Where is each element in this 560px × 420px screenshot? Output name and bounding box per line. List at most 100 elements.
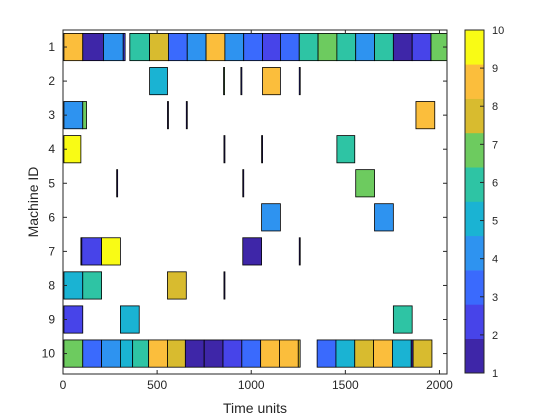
task-bar-m10-68 <box>354 339 374 368</box>
task-bar-m10-64 <box>279 339 299 368</box>
colorbar-tick-label-3: 3 <box>492 292 498 304</box>
task-bar-m1-15 <box>336 33 357 62</box>
colorbar-segment-4 <box>465 235 484 271</box>
task-bar-m8-46 <box>82 271 102 300</box>
task-bar-m10-55 <box>120 339 134 368</box>
y-tick-label-8: 8 <box>48 278 55 292</box>
colorbar-tick-label-9: 9 <box>492 63 498 75</box>
task-bar-m4-33 <box>261 135 263 164</box>
task-bar-m10-63 <box>260 339 280 368</box>
task-bar-m8-47 <box>167 271 187 300</box>
colorbar-frame <box>464 29 485 374</box>
y-tick-label-2: 2 <box>48 74 55 88</box>
x-axis-label: Time units <box>223 400 287 416</box>
colorbar-tick-label-7: 7 <box>492 139 498 151</box>
y-tick-label-6: 6 <box>48 210 55 224</box>
task-bar-m10-70 <box>392 339 412 368</box>
task-bar-m1-2 <box>103 33 124 62</box>
x-tick-label-0: 0 <box>60 378 67 392</box>
task-bar-m2-24 <box>262 67 281 96</box>
task-bar-m6-38 <box>261 203 281 232</box>
task-bar-m10-67 <box>335 339 356 368</box>
task-bar-m1-11 <box>262 33 281 62</box>
colorbar-tick-label-8: 8 <box>492 101 498 113</box>
x-tick-label-1500: 1500 <box>332 378 359 392</box>
task-bar-m3-28 <box>167 101 169 130</box>
task-bar-m2-22 <box>223 67 225 96</box>
task-bar-m3-29 <box>185 101 188 130</box>
task-bar-m9-51 <box>392 305 413 334</box>
task-bar-m1-1 <box>82 33 104 62</box>
task-bar-m10-72 <box>412 339 433 368</box>
colorbar-segment-3 <box>465 270 484 305</box>
task-bar-m1-4 <box>129 33 150 62</box>
colorbar-tick-label-10: 10 <box>492 25 504 37</box>
colorbar: 1 2 3 4 5 6 7 8 9 10 <box>464 25 504 380</box>
colorbar-segment-8 <box>465 98 484 134</box>
task-bar-m10-65 <box>297 339 301 368</box>
task-bar-m1-14 <box>317 33 338 62</box>
colorbar-tick-label-2: 2 <box>492 330 498 342</box>
colorbar-tick-label-6: 6 <box>492 177 498 189</box>
colorbar-segment-10 <box>465 30 484 65</box>
colorbar-tick-label-4: 4 <box>492 254 498 266</box>
task-bar-m1-10 <box>243 33 263 62</box>
task-bar-m7-42 <box>101 237 121 266</box>
task-bar-m10-61 <box>222 339 243 368</box>
task-bar-m1-13 <box>298 33 319 62</box>
colorbar-segment-7 <box>465 132 484 168</box>
y-tick-label-7: 7 <box>48 244 55 258</box>
task-bar-m4-32 <box>223 135 226 164</box>
task-bar-m1-18 <box>392 33 413 62</box>
x-tick-label-1000: 1000 <box>238 378 265 392</box>
task-bar-m1-6 <box>168 33 188 62</box>
task-bar-m7-43 <box>242 237 262 266</box>
y-tick-label-3: 3 <box>48 108 55 122</box>
task-bar-m3-27 <box>82 101 87 130</box>
colorbar-segment-5 <box>465 201 484 237</box>
task-bar-m4-34 <box>336 135 356 164</box>
axes: 0 500 1000 1500 2000 1 2 3 4 5 6 7 8 9 10 <box>42 30 453 392</box>
task-bar-m10-69 <box>373 339 393 368</box>
task-bar-m10-53 <box>82 339 102 368</box>
task-bar-m1-19 <box>411 33 432 62</box>
task-bar-m1-17 <box>374 33 394 62</box>
task-bar-m10-59 <box>184 339 205 368</box>
task-bar-m1-3 <box>122 33 126 62</box>
y-tick-label-9: 9 <box>48 313 55 327</box>
task-bar-m10-57 <box>148 339 168 368</box>
task-bar-m10-60 <box>203 339 224 368</box>
task-bar-m6-39 <box>374 203 394 232</box>
task-bar-m9-50 <box>120 305 140 334</box>
task-bar-m10-62 <box>241 339 262 368</box>
x-tick-label-2000: 2000 <box>426 378 453 392</box>
colorbar-segment-1 <box>465 338 484 374</box>
task-bar-m2-23 <box>240 67 243 96</box>
task-bar-m5-37 <box>355 169 375 198</box>
task-bar-m1-16 <box>355 33 375 62</box>
y-tick-label-4: 4 <box>48 142 55 156</box>
colorbar-segment-6 <box>465 167 484 202</box>
x-tick-label-500: 500 <box>147 378 167 392</box>
task-bar-m10-66 <box>316 339 337 368</box>
y-tick-label-10: 10 <box>42 347 56 361</box>
colorbar-tick-label-1: 1 <box>492 368 498 380</box>
y-axis-label: Machine ID <box>25 167 41 238</box>
task-bar-m8-48 <box>223 271 226 300</box>
task-bar-m1-8 <box>205 33 226 62</box>
task-bar-m2-25 <box>298 67 301 96</box>
y-tick-label-5: 5 <box>48 176 55 190</box>
task-bars <box>63 33 448 368</box>
task-bar-m10-58 <box>167 339 186 368</box>
task-bar-m7-44 <box>298 237 301 266</box>
task-bar-m3-30 <box>415 101 436 130</box>
task-bar-m1-12 <box>280 33 300 62</box>
colorbar-tick-label-5: 5 <box>492 216 498 228</box>
task-bar-m2-21 <box>149 67 168 96</box>
task-bar-m7-41 <box>81 237 102 266</box>
task-bar-m1-9 <box>224 33 245 62</box>
plot-area-frame <box>62 29 448 375</box>
task-bar-m1-7 <box>186 33 207 62</box>
y-tick-label-1: 1 <box>48 40 55 54</box>
